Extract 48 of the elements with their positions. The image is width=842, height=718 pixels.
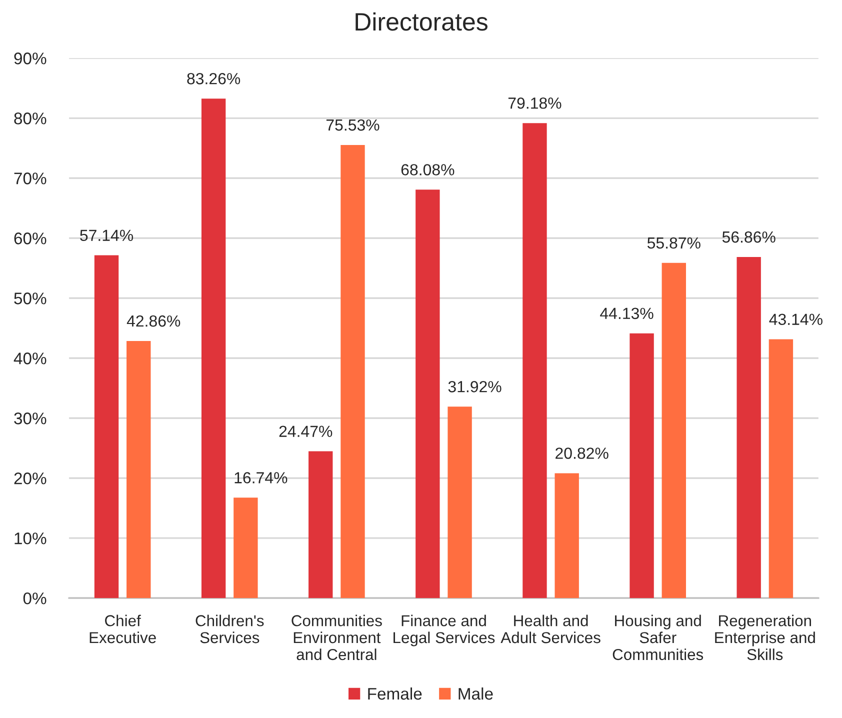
data-label: 31.92% xyxy=(448,381,502,392)
bar xyxy=(416,190,440,598)
legend-label: Female xyxy=(368,687,422,700)
data-label: 42.86% xyxy=(126,315,180,327)
chart-title: Directorates xyxy=(356,12,488,31)
bar xyxy=(201,98,226,598)
bar xyxy=(448,406,472,598)
y-tick-label: 10% xyxy=(14,532,46,544)
y-tick-label: 20% xyxy=(14,472,46,484)
data-label: 44.13% xyxy=(600,308,654,320)
data-label: 68.08% xyxy=(401,164,454,176)
x-tick-label: Health and Adult Services xyxy=(500,614,600,644)
y-tick-label: 70% xyxy=(14,172,46,184)
bar xyxy=(554,473,579,598)
y-tick-label: 30% xyxy=(14,412,46,424)
data-label: 57.14% xyxy=(80,230,134,242)
y-tick-label: 0% xyxy=(23,592,46,604)
y-tick-label: 40% xyxy=(14,352,46,364)
data-label: 43.14% xyxy=(769,314,822,326)
y-tick-label: 90% xyxy=(14,52,46,64)
legend-label: Male xyxy=(458,687,493,700)
x-tick-label: Communities Environment and Central xyxy=(292,614,382,660)
data-label: 16.74% xyxy=(234,472,288,484)
bar xyxy=(522,123,547,598)
data-label: 75.53% xyxy=(326,119,380,131)
data-label: 55.87% xyxy=(647,237,700,249)
x-tick-label: Chief Executive xyxy=(90,614,156,644)
x-tick-label: Regeneration Enterprise and Skills xyxy=(715,614,815,660)
bar xyxy=(308,451,333,598)
data-label: 20.82% xyxy=(556,448,608,459)
bar xyxy=(340,144,365,598)
data-label: 83.26% xyxy=(187,73,240,84)
bar xyxy=(768,339,794,598)
bar xyxy=(234,498,258,598)
bar xyxy=(736,256,761,598)
data-label: 79.18% xyxy=(508,97,562,109)
bar xyxy=(94,255,119,598)
x-tick-label: Finance and Legal Services xyxy=(394,614,495,646)
data-label: 24.47% xyxy=(279,426,332,437)
bar xyxy=(630,333,654,598)
data-label: 56.86% xyxy=(722,231,776,243)
bar xyxy=(126,340,151,598)
x-tick-label: Housing and Safer Communities xyxy=(612,614,704,660)
x-tick-label: Children's Services xyxy=(196,614,264,644)
y-tick-label: 60% xyxy=(14,232,46,244)
y-tick-label: 50% xyxy=(14,292,46,304)
bar xyxy=(662,262,686,598)
y-tick-label: 80% xyxy=(14,112,46,124)
